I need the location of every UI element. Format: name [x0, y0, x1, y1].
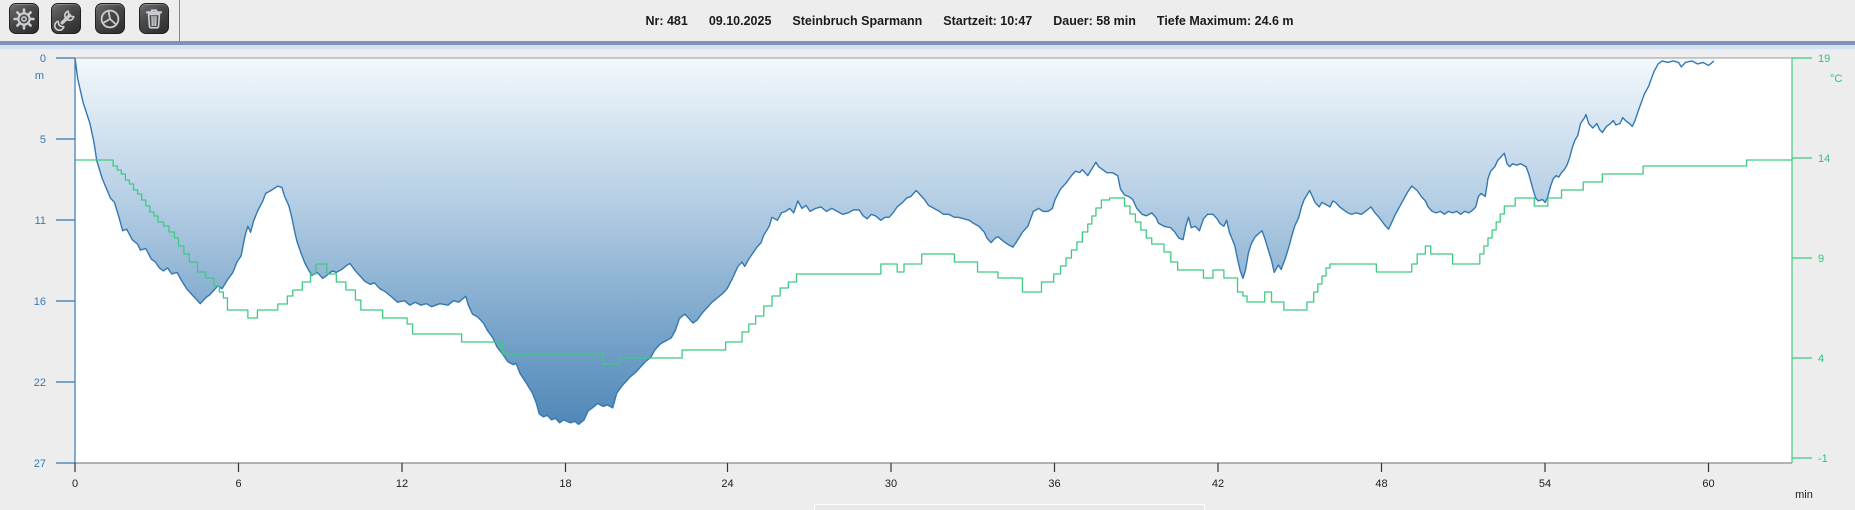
wrench-icon	[54, 9, 75, 31]
header-separator-dark-stripe	[0, 41, 1855, 45]
temp-tick-label: 19	[1818, 53, 1830, 65]
settings-button[interactable]	[9, 3, 39, 34]
delete-button[interactable]	[139, 3, 169, 34]
temp-tick-label: 9	[1818, 253, 1824, 265]
temperature-series	[75, 159, 1792, 365]
dive-number: Nr: 481	[645, 13, 688, 28]
time-tick-label: 18	[559, 478, 571, 490]
trash-icon	[145, 8, 163, 29]
time-tick-label: 24	[721, 478, 733, 490]
temp-tick-label: 4	[1818, 353, 1824, 365]
bottom-panel-edge[interactable]	[814, 504, 1205, 510]
temp-axis	[1791, 57, 1812, 463]
time-tick-label: 48	[1375, 478, 1387, 490]
temp-tick-label: 14	[1818, 153, 1830, 165]
time-axis-unit: min	[1795, 489, 1813, 501]
time-tick-label: 0	[72, 478, 78, 490]
time-axis-ticks	[74, 463, 1710, 472]
dive-date: 09.10.2025	[708, 13, 772, 28]
header-separator-light-stripe	[0, 45, 1855, 49]
statistics-button[interactable]	[95, 3, 125, 34]
time-tick-label: 6	[235, 478, 241, 490]
depth-tick-label: 22	[34, 377, 46, 389]
pie-chart-icon	[100, 9, 120, 28]
dive-max-depth: Tiefe Maximum: 24.6 m	[1156, 13, 1294, 28]
dive-start-time: Startzeit: 10:47	[943, 13, 1033, 28]
time-tick-label: 42	[1212, 478, 1224, 490]
dive-site: Steinbruch Sparmann	[792, 13, 923, 28]
dive-info: Nr: 481 09.10.2025 Steinbruch Sparmann S…	[645, 0, 1293, 41]
depth-tick-label: 5	[40, 134, 46, 146]
gear-icon	[13, 7, 35, 30]
temp-axis-unit: °C	[1830, 73, 1842, 85]
depth-area-series	[75, 58, 1714, 425]
depth-axis-unit: m	[35, 70, 44, 82]
toolbar-separator	[179, 0, 180, 41]
depth-tick-label: 27	[34, 458, 46, 470]
dive-duration: Dauer: 58 min	[1053, 13, 1136, 28]
depth-tick-label: 0	[40, 53, 46, 65]
depth-tick-label: 11	[35, 215, 46, 227]
depth-line-series	[74, 57, 1715, 425]
toolbar: Nr: 481 09.10.2025 Steinbruch Sparmann S…	[0, 0, 1855, 41]
tools-button[interactable]	[51, 3, 81, 34]
time-tick-label: 54	[1539, 478, 1551, 490]
time-tick-label: 12	[396, 478, 408, 490]
time-tick-label: 60	[1702, 478, 1714, 490]
time-tick-label: 30	[885, 478, 897, 490]
time-tick-label: 36	[1048, 478, 1060, 490]
depth-tick-label: 16	[34, 296, 46, 308]
temp-tick-label: -1	[1818, 453, 1828, 465]
depth-axis	[56, 57, 76, 464]
